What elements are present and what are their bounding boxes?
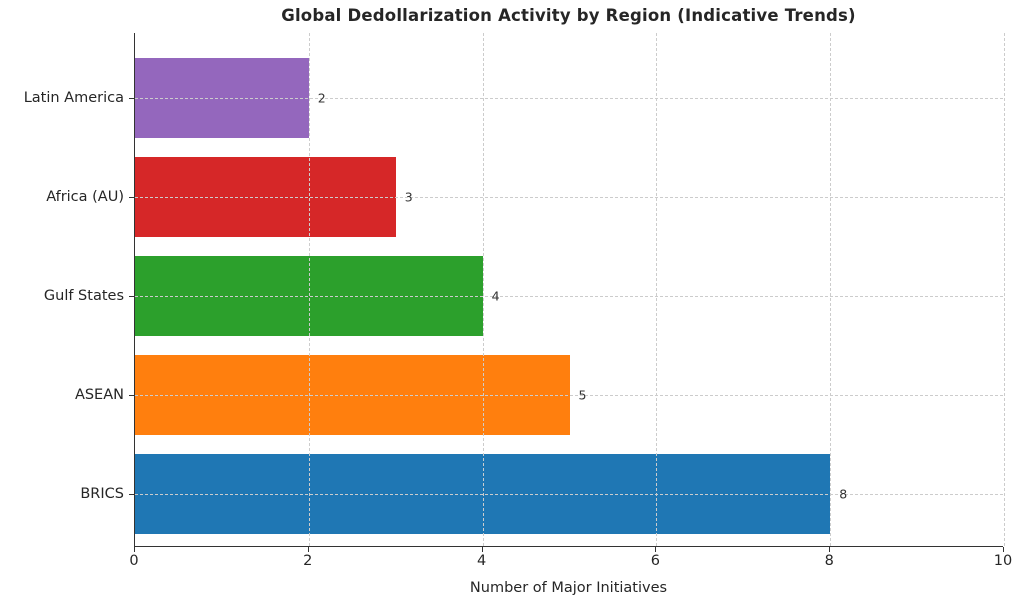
ytick-mark xyxy=(129,493,134,495)
xtick-label-6: 6 xyxy=(650,553,661,569)
ytick-mark xyxy=(129,394,134,396)
xtick-label-0: 0 xyxy=(129,553,139,569)
xtick-mark xyxy=(307,547,309,552)
ytick-label-brics: BRICS xyxy=(80,485,124,502)
xtick-label-8: 8 xyxy=(824,553,834,569)
plot-area: 2 3 4 5 8 xyxy=(134,33,1005,547)
gridline-x-6 xyxy=(656,33,658,546)
gridline-x-10 xyxy=(1004,33,1005,546)
ytick-mark xyxy=(129,196,134,198)
bar-value-label: 5 xyxy=(578,387,587,402)
gridline-x-4 xyxy=(482,33,484,546)
ytick-label-gulf-states: Gulf States xyxy=(43,287,124,304)
ytick-mark xyxy=(129,97,134,99)
gridline-y-2 xyxy=(135,196,1003,198)
gridline-y-5 xyxy=(135,493,1003,495)
bar-value-label: 3 xyxy=(404,189,413,204)
gridline-y-1 xyxy=(135,97,1003,99)
xtick-mark xyxy=(829,547,831,552)
bar-value-label: 4 xyxy=(491,288,500,303)
gridline-y-3 xyxy=(135,295,1003,297)
xtick-mark xyxy=(134,547,135,552)
bar-value-label: 2 xyxy=(317,90,326,105)
gridline-x-2 xyxy=(308,33,310,546)
ytick-mark xyxy=(129,295,134,297)
ytick-label-latin-america: Latin America xyxy=(23,89,124,106)
bar-value-label: 8 xyxy=(839,486,848,501)
chart-title: Global Dedollarization Activity by Regio… xyxy=(281,6,856,25)
xtick-label-10: 10 xyxy=(993,553,1013,569)
ytick-label-africa-au: Africa (AU) xyxy=(46,188,124,205)
ytick-label-asean: ASEAN xyxy=(74,386,124,403)
xtick-mark xyxy=(1003,547,1004,552)
xtick-label-2: 2 xyxy=(303,553,313,569)
xtick-label-4: 4 xyxy=(476,553,487,569)
gridline-y-4 xyxy=(135,394,1003,396)
xtick-mark xyxy=(481,547,483,552)
x-axis-label: Number of Major Initiatives xyxy=(469,580,668,596)
xtick-mark xyxy=(655,547,657,552)
gridline-x-8 xyxy=(830,33,832,546)
